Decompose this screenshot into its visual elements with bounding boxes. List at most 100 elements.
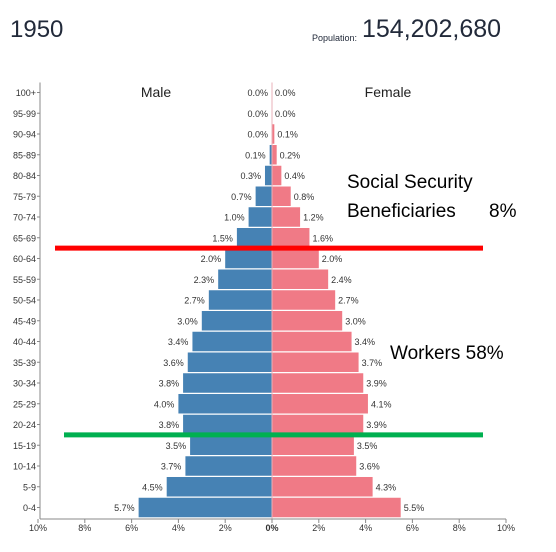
male-data-label-10-14: 3.7% (161, 462, 182, 472)
female-bar-30-34 (272, 373, 364, 393)
x-tick-label-5: 0% (265, 523, 278, 533)
age-label-20-24: 20-24 (13, 420, 36, 430)
female-data-label-15-19: 3.5% (357, 441, 378, 451)
male-data-label-40-44: 3.4% (168, 337, 189, 347)
female-bar-40-44 (272, 331, 352, 352)
x-tick-label-4: 2% (219, 523, 232, 533)
male-data-label-15-19: 3.5% (166, 441, 187, 451)
age-label-10-14: 10-14 (13, 462, 36, 472)
age-label-95-99: 95-99 (13, 109, 36, 119)
male-bar-80-84 (264, 165, 272, 186)
male-bar-85-89 (269, 145, 272, 165)
male-data-label-100+: 0.0% (247, 88, 268, 98)
female-data-label-35-39: 3.7% (362, 358, 383, 368)
male-data-label-50-54: 2.7% (184, 296, 205, 306)
male-data-label-55-59: 2.3% (194, 275, 215, 285)
female-data-label-90-94: 0.1% (277, 130, 298, 140)
male-data-label-5-9: 4.5% (142, 482, 163, 492)
age-label-55-59: 55-59 (13, 275, 36, 285)
female-data-label-80-84: 0.4% (284, 171, 305, 181)
male-bar-5-9 (166, 477, 272, 497)
age-label-85-89: 85-89 (13, 150, 36, 160)
female-bar-15-19 (272, 435, 354, 455)
x-tick-label-2: 6% (125, 523, 138, 533)
x-tick-label-10: 10% (497, 523, 515, 533)
female-data-label-25-29: 4.1% (371, 399, 392, 409)
age-label-65-69: 65-69 (13, 233, 36, 243)
female-data-label-0-4: 5.5% (404, 503, 425, 513)
social-security-percent: 8% (489, 201, 517, 222)
male-data-label-75-79: 0.7% (231, 192, 252, 202)
female-bar-55-59 (272, 269, 329, 289)
male-data-label-20-24: 3.8% (159, 420, 180, 430)
x-tick-label-3: 4% (172, 523, 185, 533)
female-data-label-85-89: 0.2% (280, 150, 301, 160)
age-label-5-9: 5-9 (23, 482, 36, 492)
age-label-30-34: 30-34 (13, 379, 36, 389)
x-tick-label-1: 8% (78, 523, 91, 533)
x-tick-label-6: 2% (312, 523, 325, 533)
male-bar-75-79 (255, 186, 272, 206)
age-label-50-54: 50-54 (13, 296, 36, 306)
female-data-label-20-24: 3.9% (366, 420, 387, 430)
x-tick-label-0: 10% (29, 523, 47, 533)
x-tick-label-7: 4% (359, 523, 372, 533)
male-bar-25-29 (178, 394, 272, 414)
age-label-15-19: 15-19 (13, 441, 36, 451)
age-label-40-44: 40-44 (13, 337, 36, 347)
male-bar-45-49 (201, 311, 272, 331)
male-header: Male (141, 84, 172, 100)
workers-label: Workers 58% (390, 343, 504, 364)
age-label-80-84: 80-84 (13, 171, 36, 181)
male-bar-10-14 (185, 456, 272, 476)
male-data-label-25-29: 4.0% (154, 399, 175, 409)
male-bar-60-64 (225, 248, 272, 269)
population-label: Population: (312, 33, 358, 43)
female-bar-0-4 (272, 497, 401, 518)
female-data-label-70-74: 1.2% (303, 213, 324, 223)
female-data-label-60-64: 2.0% (322, 254, 343, 264)
age-label-45-49: 45-49 (13, 316, 36, 326)
age-label-70-74: 70-74 (13, 213, 36, 223)
male-data-label-60-64: 2.0% (201, 254, 222, 264)
male-bar-40-44 (192, 331, 272, 352)
male-bar-65-69 (236, 228, 272, 248)
female-bar-20-24 (272, 414, 364, 435)
female-bar-50-54 (272, 290, 336, 310)
female-data-label-10-14: 3.6% (359, 462, 380, 472)
age-label-25-29: 25-29 (13, 399, 36, 409)
male-bar-55-59 (218, 269, 272, 289)
female-bar-70-74 (272, 207, 301, 227)
female-bar-75-79 (272, 186, 291, 206)
female-bar-80-84 (272, 165, 282, 186)
male-data-label-85-89: 0.1% (245, 150, 266, 160)
female-bar-45-49 (272, 311, 343, 331)
age-label-0-4: 0-4 (23, 503, 36, 513)
social-security-label-line1: Social Security (347, 172, 473, 193)
x-tick-label-8: 6% (406, 523, 419, 533)
male-bar-70-74 (248, 207, 272, 227)
female-data-label-40-44: 3.4% (355, 337, 376, 347)
female-bar-90-94 (272, 124, 275, 144)
social-security-label-line2: Beneficiaries (347, 201, 456, 222)
age-label-60-64: 60-64 (13, 254, 36, 264)
female-bar-35-39 (272, 352, 359, 372)
male-bar-35-39 (187, 352, 272, 372)
female-bar-65-69 (272, 228, 310, 248)
x-tick-label-9: 8% (453, 523, 466, 533)
female-bar-25-29 (272, 394, 368, 414)
female-bar-10-14 (272, 456, 357, 476)
age-label-100+: 100+ (16, 88, 36, 98)
male-data-label-70-74: 1.0% (224, 213, 245, 223)
female-data-label-100+: 0.0% (275, 88, 296, 98)
male-data-label-30-34: 3.8% (159, 379, 180, 389)
female-data-label-55-59: 2.4% (331, 275, 352, 285)
male-data-label-45-49: 3.0% (177, 316, 198, 326)
male-bar-50-54 (208, 290, 272, 310)
female-data-label-30-34: 3.9% (366, 379, 387, 389)
female-data-label-95-99: 0.0% (275, 109, 296, 119)
female-data-label-50-54: 2.7% (338, 296, 359, 306)
male-bar-15-19 (190, 435, 272, 455)
age-label-75-79: 75-79 (13, 192, 36, 202)
male-data-label-0-4: 5.7% (114, 503, 135, 513)
